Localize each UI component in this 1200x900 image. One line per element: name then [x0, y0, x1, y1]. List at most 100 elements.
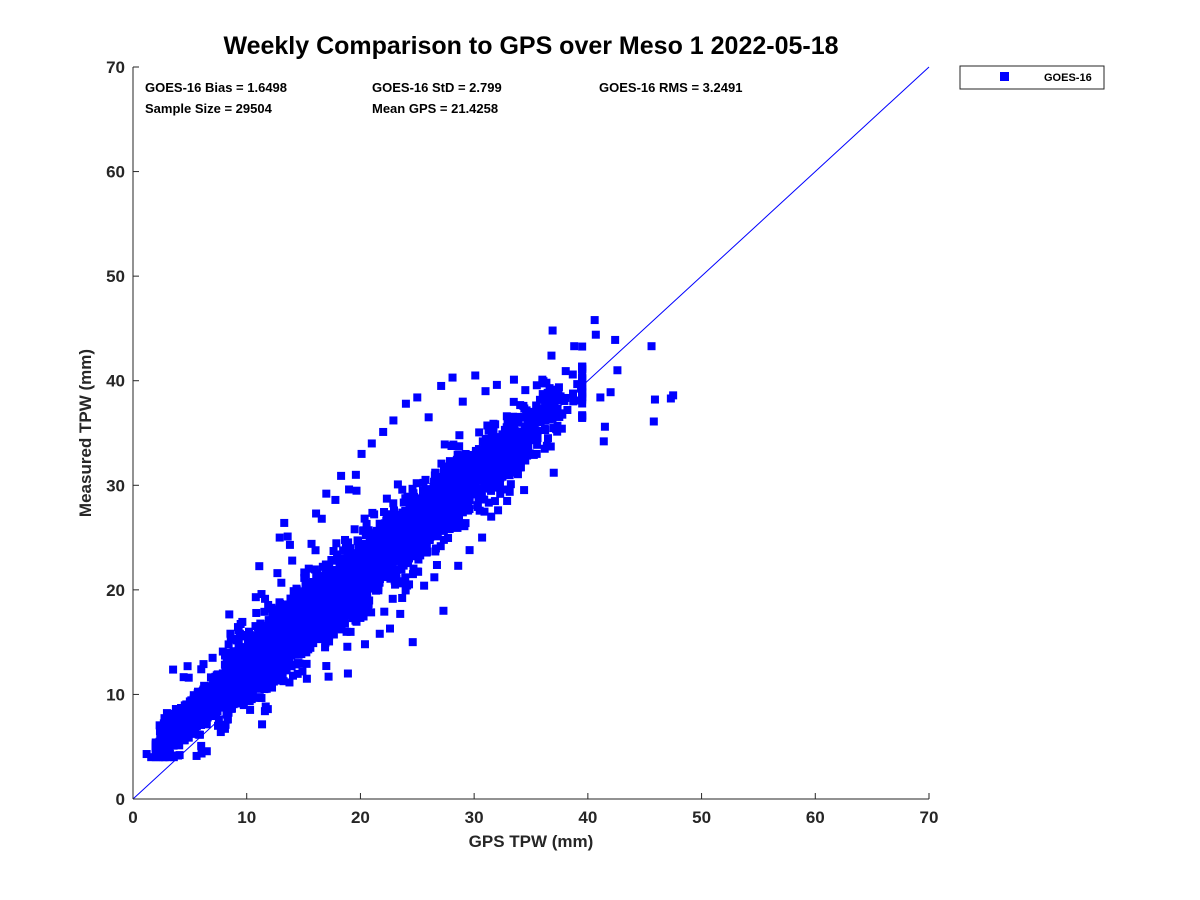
data-point: [278, 672, 287, 681]
data-point: [332, 605, 341, 614]
data-point: [260, 707, 269, 716]
data-point: [408, 570, 417, 579]
data-point: [379, 427, 388, 436]
data-point: [337, 625, 346, 634]
data-point: [474, 473, 483, 482]
data-point: [423, 520, 432, 529]
data-point: [491, 465, 500, 474]
data-point: [481, 472, 490, 481]
data-point: [455, 507, 464, 516]
data-point: [293, 636, 302, 645]
data-point: [401, 573, 410, 582]
data-point: [532, 407, 541, 416]
data-point: [262, 684, 271, 693]
data-point: [319, 572, 328, 581]
data-point: [371, 549, 380, 558]
data-point: [324, 585, 333, 594]
data-point: [155, 727, 164, 736]
data-point: [232, 686, 241, 695]
data-point: [492, 472, 501, 481]
data-point: [386, 527, 395, 536]
x-tick-label: 40: [578, 808, 597, 827]
data-point: [359, 607, 368, 616]
data-point: [396, 579, 405, 588]
data-point: [377, 540, 386, 549]
data-point: [305, 611, 314, 620]
data-point: [578, 390, 587, 399]
data-point: [456, 464, 465, 473]
data-point: [463, 493, 472, 502]
ticks-layer: 0 10 20 30 40 50 60 70 0 10 20 30 40 50 60 70: [106, 58, 938, 827]
x-axis-label: GPS TPW (mm): [469, 832, 594, 851]
data-point: [423, 508, 432, 517]
data-point: [244, 656, 253, 665]
data-point: [453, 450, 462, 459]
data-point: [557, 424, 566, 433]
data-point: [250, 682, 259, 691]
x-tick-label: 0: [128, 808, 137, 827]
data-point: [446, 467, 455, 476]
data-point: [421, 475, 430, 484]
data-point: [389, 416, 398, 425]
data-point: [214, 721, 223, 730]
data-point: [266, 620, 275, 629]
data-point: [196, 707, 205, 716]
data-point: [392, 550, 401, 559]
data-point: [473, 490, 482, 499]
data-point: [282, 666, 291, 675]
data-point: [444, 534, 453, 543]
data-point: [342, 601, 351, 610]
data-point: [466, 466, 475, 475]
data-point: [386, 556, 395, 565]
data-point: [332, 624, 341, 633]
data-point: [405, 580, 414, 589]
data-point: [154, 741, 163, 750]
data-point: [386, 544, 395, 553]
data-point: [282, 608, 291, 617]
data-point: [268, 683, 277, 692]
data-point: [424, 413, 433, 422]
data-point: [168, 716, 177, 725]
data-point: [304, 645, 313, 654]
data-point: [202, 747, 211, 756]
data-point: [366, 558, 375, 567]
data-point: [494, 506, 503, 515]
data-point: [420, 497, 429, 506]
data-point: [478, 533, 487, 542]
data-point: [366, 542, 375, 551]
data-point: [321, 643, 330, 652]
data-point: [340, 590, 349, 599]
data-point: [386, 566, 395, 575]
data-point: [243, 645, 252, 654]
data-point: [569, 389, 578, 398]
data-point: [292, 585, 301, 594]
data-point: [497, 452, 506, 461]
data-point: [434, 492, 443, 501]
data-point: [429, 528, 438, 537]
data-point: [570, 342, 579, 351]
data-point: [577, 383, 586, 392]
data-point: [499, 470, 508, 479]
data-point: [368, 508, 377, 517]
legend-label-goes16: GOES-16: [1044, 72, 1092, 84]
data-point: [521, 386, 530, 395]
data-point: [385, 624, 394, 633]
data-point: [368, 579, 377, 588]
data-point: [487, 437, 496, 446]
data-point: [273, 667, 282, 676]
data-point: [285, 540, 294, 549]
data-point: [364, 599, 373, 608]
data-point: [322, 662, 331, 671]
data-point: [409, 564, 418, 573]
data-point: [293, 613, 302, 622]
data-point: [443, 506, 452, 515]
data-point: [578, 362, 587, 371]
data-point: [437, 501, 446, 510]
data-point: [239, 701, 248, 710]
data-point: [273, 569, 282, 578]
data-point: [503, 496, 512, 505]
data-point: [451, 513, 460, 522]
data-point: [321, 566, 330, 575]
data-point: [234, 676, 243, 685]
data-point: [471, 371, 480, 380]
